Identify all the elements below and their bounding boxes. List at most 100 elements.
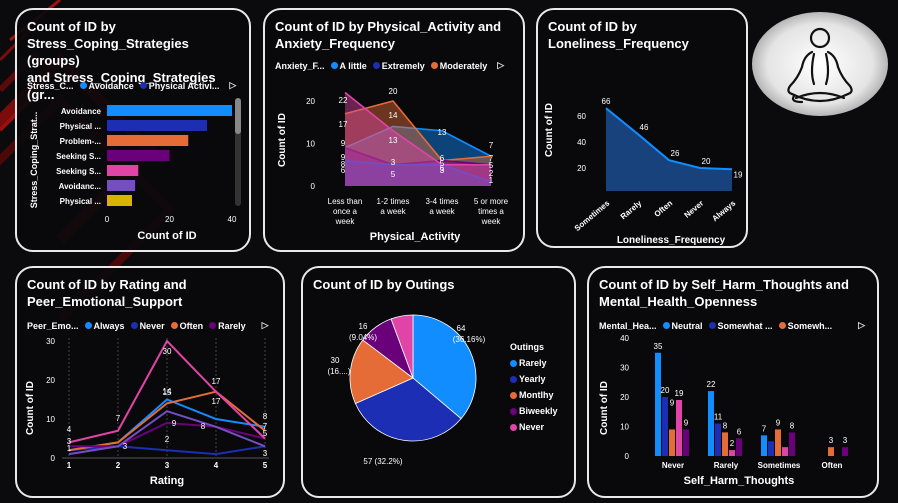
data-label: 9 <box>776 418 781 427</box>
data-label: 5 <box>263 429 268 438</box>
column-bar <box>722 432 728 456</box>
legend-next-icon[interactable]: ▷ <box>858 320 865 330</box>
data-label: 3 <box>263 449 268 458</box>
x-axis-title: Count of ID <box>137 230 196 242</box>
tick-label: 20 <box>620 393 629 402</box>
pie-legend: Outings Rarely Yearly Montlhy Biweekly N… <box>510 342 558 432</box>
card-rating[interactable]: Count of ID by Rating and Peer_Emotional… <box>15 266 285 498</box>
series-area <box>345 160 491 186</box>
series-area <box>345 92 491 186</box>
pie-slice <box>349 339 414 405</box>
legend-item[interactable]: Rarely <box>510 358 547 368</box>
category-label: Never <box>662 461 684 470</box>
legend-item[interactable]: Never <box>510 422 544 432</box>
tick-label: 10 <box>306 140 315 149</box>
series-line <box>344 125 492 157</box>
tick-label: 0 <box>311 182 316 191</box>
bar <box>107 120 207 131</box>
category-label: week <box>481 217 502 226</box>
card-title: Count of ID by Self_Harm_Thoughts and Me… <box>599 277 849 309</box>
data-label: 13 <box>389 136 398 145</box>
legend-item[interactable]: Always <box>84 321 125 331</box>
card-self-harm[interactable]: Count of ID by Self_Harm_Thoughts and Me… <box>587 266 879 498</box>
x-axis-title: Rating <box>150 475 184 487</box>
data-label: 5 <box>440 159 445 168</box>
data-label: 9 <box>341 153 346 162</box>
series-line <box>69 421 266 448</box>
pie-chart: 64 (36.16%) 57 (32.2%) 30 (16....) 16 (9.04%) <box>327 314 486 466</box>
category-label: Physical ... <box>60 122 101 131</box>
y-axis-title: Count of ID <box>277 113 288 167</box>
category-label: Sometimes <box>758 461 801 470</box>
chart-legend: Anxiety_F... A little Extremely Moderate… <box>275 60 504 71</box>
category-label: 1-2 times <box>377 197 410 206</box>
legend-next-icon[interactable]: ▷ <box>261 320 269 330</box>
legend-title: Outings <box>510 342 544 352</box>
data-label: 14 <box>163 387 172 396</box>
area-line <box>605 107 733 171</box>
legend-item[interactable]: Moderately <box>430 61 487 71</box>
legend-title: Peer_Emo... <box>27 320 79 331</box>
data-label: 8 <box>201 422 206 431</box>
column-bar <box>761 435 767 456</box>
column-bar <box>775 429 781 456</box>
data-label: 7 <box>489 141 494 150</box>
legend-item[interactable]: Somewhat ... <box>708 321 773 331</box>
tick-label: 40 <box>577 138 586 147</box>
data-label: 22 <box>707 380 716 389</box>
data-label: 19 <box>675 389 684 398</box>
legend-item[interactable]: Yearly <box>510 374 546 384</box>
data-label: 2 <box>165 435 170 444</box>
data-label: 8 <box>790 421 795 430</box>
category-label: 3 <box>165 461 170 470</box>
data-label: 9 <box>684 418 689 427</box>
category-label: Never <box>682 199 705 220</box>
series-line <box>68 410 266 456</box>
column-bar <box>729 450 735 456</box>
data-label: 17 <box>212 397 221 406</box>
data-label: 3 <box>123 442 128 451</box>
legend-item[interactable]: Neutral <box>662 321 703 331</box>
legend-item[interactable]: Often <box>170 321 203 331</box>
category-label: Problem-... <box>60 137 101 146</box>
data-label: 35 <box>654 342 663 351</box>
bar <box>107 165 139 176</box>
legend-next-icon[interactable]: ▷ <box>229 80 237 90</box>
x-axis-title: Physical_Activity <box>370 231 461 243</box>
series-line <box>68 339 266 444</box>
legend-item[interactable]: A little <box>330 61 367 71</box>
tick-label: 40 <box>228 215 237 224</box>
series-line <box>344 91 491 166</box>
legend-item[interactable]: Extremely <box>372 61 425 71</box>
category-label: 2 <box>116 461 121 470</box>
pie-slice <box>390 314 414 379</box>
data-label: 9 <box>172 419 177 428</box>
bar <box>107 105 232 116</box>
card-outings[interactable]: Count of ID by Outings 64 (36.16%) 57 (32.… <box>301 266 576 498</box>
legend-item[interactable]: Rarely <box>209 321 246 331</box>
card-physical-activity[interactable]: Count of ID by Physical_Activity and Anx… <box>263 8 525 252</box>
data-label: 7 <box>263 422 268 431</box>
legend-item[interactable]: Avoidance <box>79 81 134 91</box>
area-fill <box>606 108 732 191</box>
legend-item[interactable]: Physical Activi... <box>139 81 219 91</box>
column-bar <box>662 397 668 456</box>
category-label: Less than <box>328 197 363 206</box>
category-label: 4 <box>214 461 219 470</box>
legend-next-icon[interactable]: ▷ <box>497 60 505 70</box>
data-label: 2 <box>730 439 735 448</box>
legend-item[interactable]: Montlhy <box>510 390 554 400</box>
card-loneliness[interactable]: Count of ID by Loneliness_Frequency 20 40… <box>536 8 748 248</box>
legend-item[interactable]: Somewh... <box>778 321 832 331</box>
legend-item[interactable]: Never <box>130 321 165 331</box>
scrollbar-thumb <box>235 98 241 134</box>
data-label: (16....) <box>327 367 350 376</box>
category-label: Seeking S... <box>56 152 101 161</box>
legend-item[interactable]: Biweekly <box>510 406 558 416</box>
column-bar <box>655 352 661 456</box>
data-label: 46 <box>640 123 649 132</box>
data-label: 15 <box>163 388 172 397</box>
card-stress-coping[interactable]: Count of ID by Stress_Coping_Strategies … <box>15 8 251 252</box>
category-label: Sometimes <box>573 198 612 233</box>
